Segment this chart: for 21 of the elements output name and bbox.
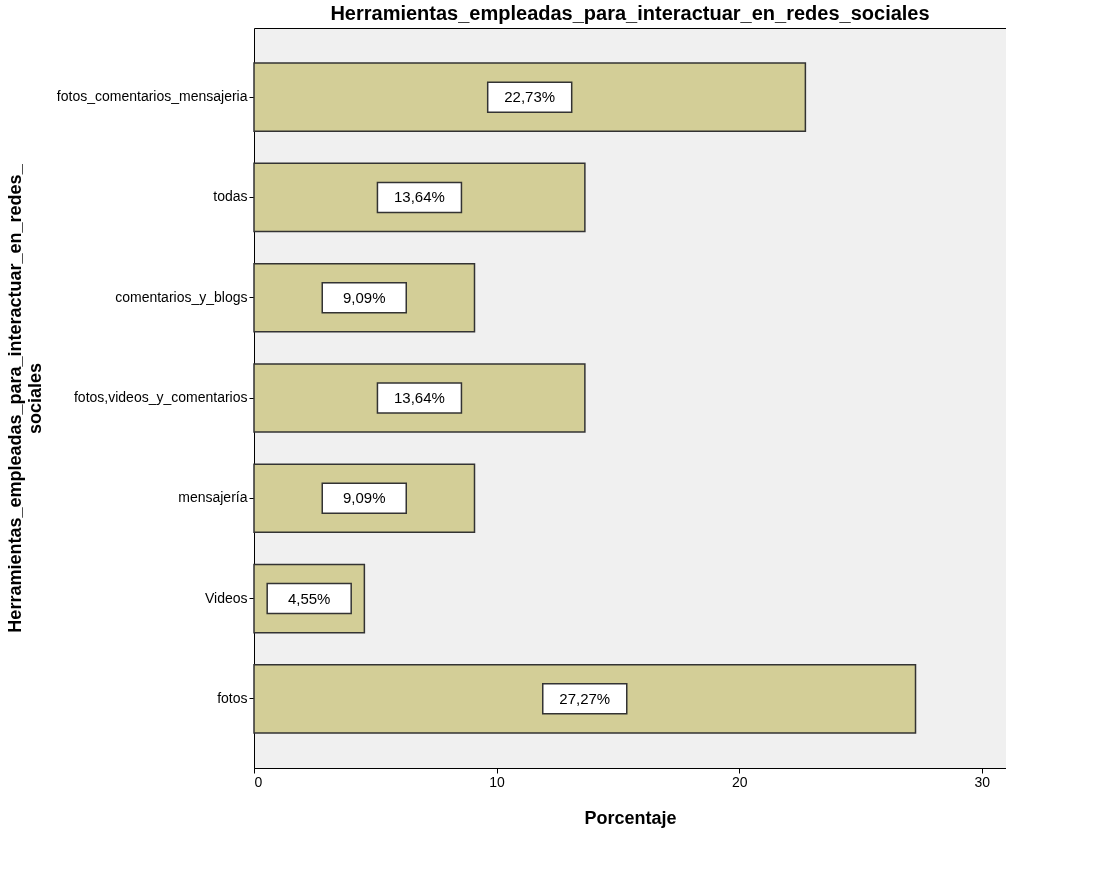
y-tick-label: fotos_comentarios_mensajeria xyxy=(56,88,248,105)
x-axis-title: Porcentaje xyxy=(584,807,677,828)
y-tick-label: mensajería xyxy=(178,489,248,506)
data-label: 9,09% xyxy=(342,288,386,306)
x-tick-label: 10 xyxy=(489,773,506,790)
data-label: 13,64% xyxy=(394,188,445,206)
x-tick-label: 0 xyxy=(254,773,263,790)
data-label: 27,27% xyxy=(559,689,611,707)
y-tick-label: fotos,videos_y_comentarios xyxy=(73,389,248,405)
data-label: 4,55% xyxy=(287,589,331,607)
y-tick-label: comentarios_y_blogs xyxy=(115,288,248,305)
data-label: 9,09% xyxy=(342,489,386,507)
y-tick-label: Videos xyxy=(204,589,248,606)
chart-title: Herramientas_empleadas_para_interactuar_en_redes_sociales xyxy=(330,2,930,24)
data-label: 22,73% xyxy=(504,88,556,106)
y-tick-label: todas xyxy=(213,188,248,205)
x-tick-label: 20 xyxy=(731,773,748,790)
y-tick-label: fotos xyxy=(217,689,248,706)
data-label: 13,64% xyxy=(394,389,445,406)
x-tick-label: 30 xyxy=(974,773,991,790)
y-axis-title: Herramientas_empleadas_para_interactuar_en_redes_sociales xyxy=(4,163,45,633)
